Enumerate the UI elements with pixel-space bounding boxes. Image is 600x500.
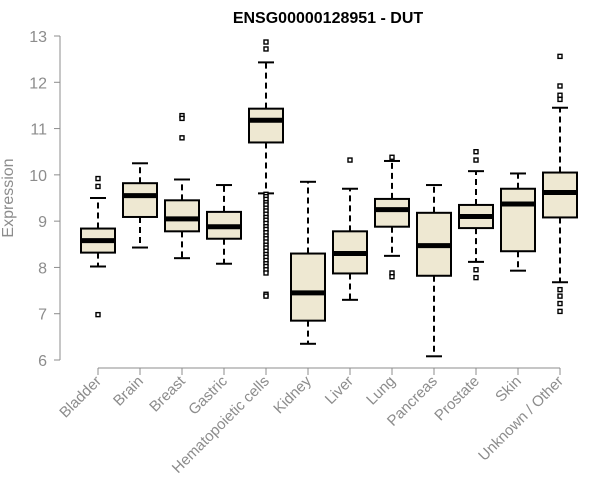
box-skin (500, 172, 536, 272)
y-tick-label: 12 (29, 75, 47, 92)
box-kidney (290, 180, 326, 345)
outlier-point (263, 46, 269, 52)
box-hematopoietic-cells (248, 39, 284, 299)
y-tick-label: 10 (29, 168, 47, 185)
box-body (122, 182, 158, 218)
y-axis-label: Expression (0, 158, 17, 237)
box-brain (122, 162, 158, 249)
box-liver (332, 157, 368, 301)
chart-title: ENSG00000128951 - DUT (233, 10, 424, 27)
outlier-point (557, 286, 563, 293)
box-bladder (80, 175, 116, 318)
outlier-point (179, 115, 185, 122)
box-lung (374, 154, 410, 280)
x-tick-label: Prostate (431, 373, 483, 425)
y-tick-label: 9 (38, 214, 47, 231)
y-tick-label: 11 (30, 122, 47, 139)
x-tick-label: Skin (492, 373, 525, 406)
box-breast (164, 112, 200, 260)
x-tick-label: Brain (110, 373, 147, 410)
box-body (500, 187, 536, 253)
y-tick-label: 7 (38, 307, 47, 324)
outlier-point (95, 175, 101, 182)
outlier-point (473, 267, 479, 273)
outlier-point (557, 293, 563, 299)
outlier-point (473, 149, 479, 155)
y-tick-label: 6 (38, 353, 47, 370)
outlier-point (263, 293, 269, 299)
x-tick-label: Breast (146, 372, 189, 415)
box-gastric (206, 184, 242, 265)
boxes (80, 39, 578, 358)
x-tick-label: Lung (363, 373, 399, 409)
x-tick-label: Liver (322, 373, 357, 408)
box-body (248, 107, 284, 144)
outlier-point (557, 96, 563, 103)
outlier-point (473, 274, 479, 281)
box-prostate (458, 149, 494, 281)
outlier-point (95, 183, 101, 190)
y-tick-label: 8 (38, 260, 47, 277)
outlier-point (557, 308, 563, 315)
x-tick-label: Kidney (270, 372, 315, 417)
y-axis: 6 7 8 9 10 11 12 13 (29, 29, 61, 370)
outlier-point (263, 39, 269, 45)
outlier-point (95, 311, 101, 318)
box-body (290, 252, 326, 322)
outlier-point (179, 135, 185, 141)
outlier-point (389, 273, 395, 280)
box-pancreas (416, 184, 452, 358)
outlier-point (557, 53, 563, 60)
outlier-point (557, 300, 563, 307)
x-tick-label: Bladder (56, 373, 105, 422)
box-body (164, 199, 200, 233)
outlier-point (263, 270, 269, 276)
box-body (374, 197, 410, 228)
outlier-point (389, 154, 395, 160)
outlier-point (473, 157, 479, 163)
outlier-point (557, 83, 563, 89)
box-unknown-other (542, 53, 578, 315)
y-tick-label: 13 (29, 29, 47, 46)
box-body (542, 171, 578, 219)
outlier-point (347, 157, 353, 163)
outlier-point (557, 92, 563, 98)
